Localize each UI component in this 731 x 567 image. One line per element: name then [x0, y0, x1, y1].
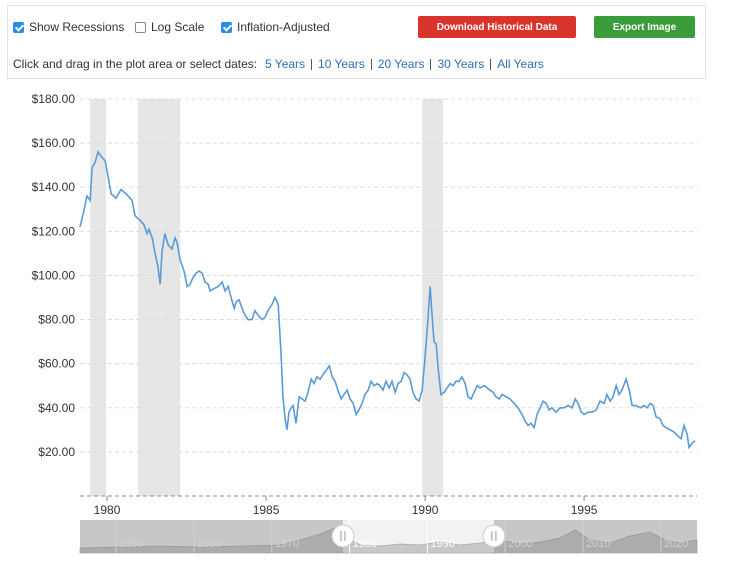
button[interactable]: Export Image [594, 16, 695, 38]
navigator-series [79, 527, 698, 554]
y-tick-label: $100.00 [32, 268, 76, 282]
navigator-handle[interactable] [331, 524, 355, 548]
hint-text: Click and drag in the plot area or selec… [13, 57, 258, 71]
x-tick-label: 1990 [412, 503, 439, 517]
y-tick-label: $20.00 [38, 445, 75, 459]
navigator-label: 1960 [197, 538, 221, 550]
y-tick-label: $40.00 [38, 401, 75, 415]
recession-band [90, 99, 107, 496]
y-tick-label: $140.00 [32, 180, 76, 194]
x-tick-label: 1980 [94, 503, 121, 517]
navigator-mask-right [493, 520, 697, 553]
range-link[interactable]: 20 Years [377, 57, 425, 71]
navigator-label: 2000 [508, 538, 532, 550]
range-link[interactable]: 10 Years [318, 57, 365, 71]
checkbox[interactable]: Show Recessions [13, 20, 124, 34]
button[interactable]: Download Historical Data [418, 16, 576, 38]
navigator-mask-left [80, 520, 343, 553]
y-tick-label: $160.00 [32, 136, 76, 150]
checkbox-label: Log Scale [151, 20, 205, 34]
control-panel: Show Recessions Log Scale Inflation-Adjust… [7, 5, 706, 79]
checkbox-box [135, 21, 146, 33]
checkbox-box [13, 21, 24, 33]
y-tick-label: $80.00 [38, 313, 75, 327]
price-line [79, 150, 696, 450]
x-tick-label: 1995 [571, 503, 598, 517]
y-tick-label: $60.00 [38, 357, 75, 371]
navigator-label: 2020 [664, 538, 688, 550]
recession-band [137, 99, 181, 496]
navigator-label: 2010 [586, 538, 610, 550]
range-links: 5 Years 10 Years 20 Years 30 Years All Years [259, 57, 550, 71]
range-link[interactable]: 30 Years [437, 57, 485, 71]
navigator-label: 1980 [353, 538, 377, 550]
separator [430, 59, 432, 70]
recession-band [422, 99, 444, 496]
checkbox-label: Show Recessions [29, 20, 125, 34]
navigator-handle[interactable] [482, 524, 506, 548]
separator [490, 59, 492, 70]
checkbox-label: Inflation-Adjusted [237, 20, 330, 34]
checkbox-box [221, 21, 232, 33]
checkbox[interactable]: Log Scale [135, 20, 204, 34]
x-tick-label: 1985 [253, 503, 280, 517]
range-link[interactable]: 5 Years [265, 57, 306, 71]
y-tick-label: $120.00 [32, 224, 76, 238]
y-tick-label: $180.00 [32, 92, 76, 106]
navigator-label: 1950 [119, 538, 143, 550]
separator [311, 59, 313, 70]
navigator-label: 1970 [275, 538, 299, 550]
checkbox[interactable]: Inflation-Adjusted [221, 20, 330, 34]
separator [370, 59, 372, 70]
navigator-label: 1990 [430, 538, 454, 550]
range-link[interactable]: All Years [497, 57, 544, 71]
